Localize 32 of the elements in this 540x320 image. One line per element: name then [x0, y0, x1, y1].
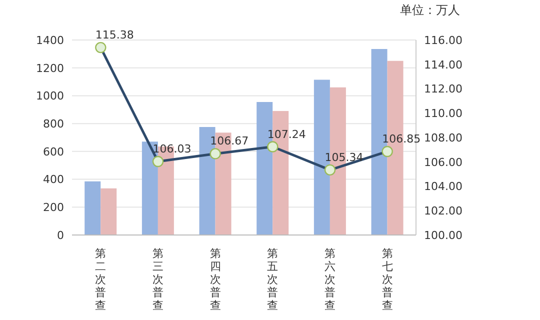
- y2-tick-label: 110.00: [424, 107, 462, 120]
- x-tick-label: 第三次普查: [152, 247, 164, 312]
- data-label: 105.34: [324, 150, 364, 164]
- x-tick-label: 第四次普查: [210, 247, 221, 312]
- y2-tick-label: 114.00: [424, 58, 462, 72]
- y-tick-label: 600: [43, 145, 64, 158]
- data-label: 107.24: [267, 128, 306, 141]
- x-tick-label: 第二次普查: [95, 247, 106, 312]
- y2-tick-label: 102.00: [424, 204, 462, 218]
- y2-tick-label: 112.00: [424, 82, 462, 96]
- y-tick-label: 1400: [36, 34, 64, 47]
- y2-tick-label: 116.00: [424, 34, 462, 47]
- bar: [100, 188, 117, 235]
- x-tick-label: 第六次普查: [324, 247, 336, 312]
- y-tick-label: 0: [57, 228, 64, 242]
- y-tick-label: 200: [43, 201, 64, 214]
- x-tick-label: 第七次普查: [382, 247, 393, 312]
- y-tick-label: 400: [43, 173, 64, 186]
- y2-tick-label: 100.00: [424, 228, 462, 242]
- y-tick-label: 800: [43, 117, 64, 130]
- data-label: 106.67: [210, 134, 249, 148]
- text: 单位：万人: [400, 2, 460, 19]
- y-tick-label: 1200: [36, 62, 64, 75]
- y2-tick-label: 106.00: [424, 156, 462, 169]
- data-label: 106.85: [382, 132, 421, 146]
- bar: [84, 181, 101, 235]
- data-label: 115.38: [95, 28, 134, 42]
- y2-tick-label: 108.00: [424, 131, 462, 144]
- x-tick-label: 第五次普查: [267, 247, 278, 312]
- y2-tick-label: 104.00: [424, 180, 462, 194]
- data-label: 106.03: [152, 142, 192, 156]
- y-tick-label: 1000: [36, 90, 64, 103]
